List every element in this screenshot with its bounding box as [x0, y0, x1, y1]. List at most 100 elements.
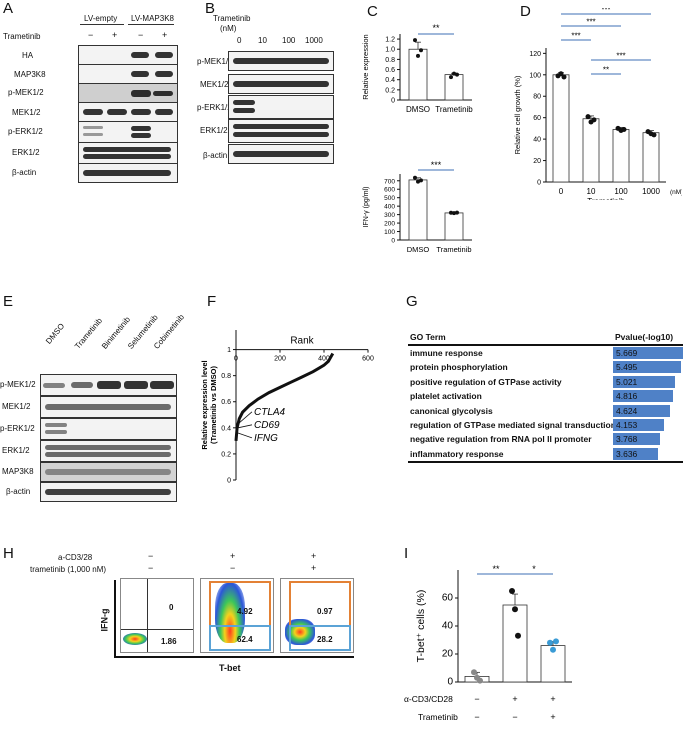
panel-label-f: F: [207, 293, 217, 310]
d-bar: [642, 132, 660, 183]
d-category: 100: [614, 187, 628, 196]
go-row: regulation of GTPase mediated signal tra…: [408, 418, 683, 432]
row-e-erk: ERK1/2: [2, 446, 30, 455]
f-annotation: CD69: [254, 420, 280, 431]
f-xtick-label: 200: [274, 356, 286, 363]
h-yaxis: [114, 580, 116, 658]
i-ylabel: T-bet⁺ cells (%): [415, 590, 427, 663]
go-header-p: Pvalue(-log10): [615, 332, 674, 342]
d-category: 1000: [642, 187, 660, 196]
go-rows: immune response 5.669 protein phosphorylat…: [408, 346, 683, 461]
c-top-ytick-label: 0.6: [385, 67, 395, 74]
f-xlabel: Rank: [290, 336, 314, 347]
i-row1-mark: −: [474, 694, 479, 704]
i-row2-label: Trametinib: [418, 712, 458, 722]
f-xtick-label: 400: [318, 356, 330, 363]
go-row: platelet activation 4.816: [408, 389, 683, 403]
h-xaxis: [114, 656, 354, 658]
f-xtick-label: 600: [362, 356, 374, 363]
d-ytick-label: 0: [537, 180, 541, 187]
go-bar: [613, 390, 673, 403]
c-bot-point: [449, 210, 453, 215]
chart-c-top: 0 0.2 0.4 0.6 0.8 1.0 1.2 DMSO Trametinib Relativ…: [361, 23, 473, 114]
blot-a-ha: [78, 45, 178, 65]
flow1-upper: 0: [169, 603, 174, 612]
go-pvalue: 3.768: [616, 434, 638, 445]
flow2-lower: 62.4: [237, 635, 253, 644]
f-arrow: [237, 432, 253, 439]
trametinib-label-b: Trametinib: [213, 14, 251, 23]
f-ytick-label: 1: [227, 347, 231, 354]
row-a-actin: β-actin: [12, 168, 37, 177]
dose-b-0: 0: [237, 36, 242, 45]
go-pvalue: 5.669: [616, 348, 638, 358]
i-point: [550, 646, 556, 653]
row-a-ha: HA: [22, 51, 34, 60]
go-pvalue: 4.624: [616, 405, 638, 416]
c-bot-point: [455, 210, 459, 215]
panel-label-e: E: [3, 293, 14, 310]
go-header-rule: [408, 344, 683, 346]
d-ytick-label: 20: [533, 158, 541, 165]
go-bar: [613, 447, 658, 460]
go-header: GO Term Pvalue(-log10): [408, 330, 683, 344]
blot-e-erk: [40, 440, 177, 462]
c-bot-bar: [408, 179, 428, 241]
go-pvalue: 4.816: [616, 391, 638, 402]
flow-plot-2: 4.92 62.4: [200, 578, 274, 653]
c-top-ytick-label: 0.8: [385, 57, 395, 64]
dose-b-100: 100: [282, 36, 296, 45]
h-xlabel: T-bet: [219, 663, 241, 673]
h-row2-label: trametinib (1,000 nM): [30, 565, 107, 574]
c-bot-point: [419, 178, 423, 183]
go-term: immune response: [410, 348, 483, 358]
c-top-ylabel: Relative expression: [361, 34, 370, 99]
flow3-upper: 0.97: [317, 607, 333, 616]
d-point: [621, 126, 627, 132]
row-a-erk: ERK1/2: [12, 148, 40, 157]
mark-a-2: +: [112, 30, 118, 40]
c-top-ytick-label: 0: [391, 98, 395, 105]
go-header-term: GO Term: [410, 332, 446, 342]
blot-b-actin: [228, 144, 334, 164]
d-sig: ***: [616, 52, 625, 61]
h-mark-r2-2: −: [230, 563, 236, 573]
f-arrow: [237, 424, 253, 429]
c-top-ytick-label: 0.4: [385, 77, 395, 84]
flow-plot-3: 0.97 28.2: [280, 578, 354, 653]
row-b-actin: β-actin: [203, 151, 228, 160]
go-bar: [613, 375, 675, 388]
go-bar: [613, 347, 683, 359]
d-point: [561, 74, 567, 80]
group-line-empty: [80, 24, 124, 25]
panel-label-i: I: [404, 545, 409, 562]
go-term: negative regulation from RNA pol II prom…: [410, 434, 592, 445]
lane-e-dmso: DMSO: [44, 321, 67, 346]
c-top-point: [449, 75, 453, 80]
blot-a-pmek: [78, 83, 178, 103]
row-e-actin: β-actin: [6, 487, 31, 496]
nm-label-b: (nM): [220, 24, 237, 33]
h-mark-r2-3: +: [311, 563, 317, 573]
row-b-perk: p-ERK1/2: [197, 103, 232, 112]
flow-plot-1: 0 1.86: [120, 578, 194, 653]
c-bot-category: Trametinib: [436, 245, 471, 254]
chart-f: 00.20.40.60.810 200 400 600RankCTLA4CD69IFN…: [200, 330, 374, 485]
go-row: canonical glycolysis 4.624: [408, 404, 683, 418]
c-top-point: [413, 38, 417, 43]
go-term: canonical glycolysis: [410, 405, 493, 416]
go-row: immune response 5.669: [408, 346, 683, 360]
flow3-lower: 28.2: [317, 635, 333, 644]
h-mark-r1-1: −: [148, 551, 154, 561]
d-bar: [552, 74, 570, 183]
panel-label-g: G: [406, 293, 418, 310]
h-mark-r1-3: +: [311, 551, 317, 561]
d-sig: ***: [586, 18, 595, 27]
blot-e-actin: [40, 482, 177, 502]
go-pvalue: 4.153: [616, 419, 638, 430]
d-point: [591, 117, 597, 123]
c-bot-ytick-label: 0: [391, 238, 395, 245]
go-row: protein phosphorylation 5.495: [408, 360, 683, 374]
c-top-point: [452, 71, 456, 76]
